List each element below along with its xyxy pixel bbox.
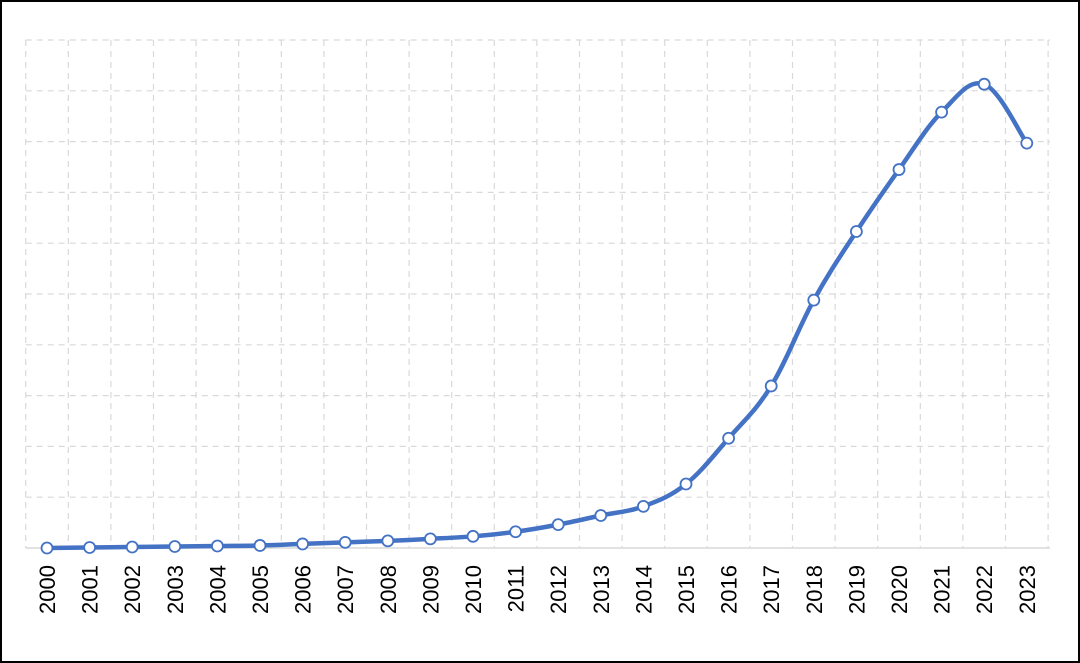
data-point-2017: [764, 379, 778, 393]
data-point-2000: [40, 541, 54, 555]
chart-grid: [25, 39, 1050, 549]
data-point-2019: [850, 225, 863, 238]
data-point-2015: [679, 477, 693, 491]
x-tick-label-2000: 2000: [35, 565, 60, 614]
data-point-2022: [977, 77, 991, 91]
data-point-2005: [253, 539, 267, 552]
data-point-2004: [210, 539, 224, 553]
x-tick-label-2013: 2013: [589, 565, 614, 614]
x-tick-label-2014: 2014: [631, 565, 656, 614]
x-axis-tick-labels: 2000 2001 2002 2003 2004 2005 2006 2007 2008 2009…: [35, 565, 1040, 614]
data-point-2008: [381, 534, 395, 548]
x-tick-label-2021: 2021: [930, 565, 955, 614]
data-point-2011: [509, 525, 522, 539]
data-point-2021: [935, 105, 948, 119]
x-tick-label-2007: 2007: [333, 565, 358, 614]
x-tick-label-2004: 2004: [205, 565, 230, 614]
x-tick-label-2011: 2011: [504, 565, 529, 612]
data-point-2023: [1020, 136, 1034, 150]
x-tick-label-2006: 2006: [291, 565, 316, 614]
data-point-2018: [807, 293, 821, 307]
x-tick-label-2003: 2003: [163, 565, 188, 614]
x-tick-label-2012: 2012: [546, 565, 571, 614]
x-tick-label-2008: 2008: [376, 565, 401, 614]
data-point-2001: [83, 541, 96, 554]
x-tick-label-2010: 2010: [461, 565, 486, 614]
data-point-2003: [168, 540, 182, 553]
data-point-2009: [423, 532, 437, 546]
x-tick-label-2001: 2001: [78, 565, 103, 614]
data-point-2020: [892, 163, 906, 176]
data-point-2014: [637, 499, 650, 513]
data-point-2007: [338, 536, 352, 549]
x-tick-label-2017: 2017: [759, 565, 784, 614]
x-tick-label-2016: 2016: [717, 565, 742, 614]
data-point-2006: [296, 537, 310, 551]
data-points: [40, 77, 1034, 555]
data-point-2012: [551, 518, 565, 532]
x-tick-label-2018: 2018: [802, 565, 827, 614]
x-tick-label-2020: 2020: [887, 565, 912, 614]
x-tick-label-2023: 2023: [1015, 565, 1040, 614]
x-tick-label-2002: 2002: [120, 565, 145, 614]
x-tick-label-2022: 2022: [972, 565, 997, 614]
data-point-2013: [594, 509, 608, 522]
x-tick-label-2015: 2015: [674, 565, 699, 614]
x-tick-label-2009: 2009: [418, 565, 443, 614]
data-point-2002: [125, 540, 139, 554]
data-point-2010: [466, 529, 480, 543]
x-tick-label-2005: 2005: [248, 565, 273, 614]
data-point-2016: [722, 431, 735, 445]
x-tick-label-2019: 2019: [844, 565, 869, 614]
